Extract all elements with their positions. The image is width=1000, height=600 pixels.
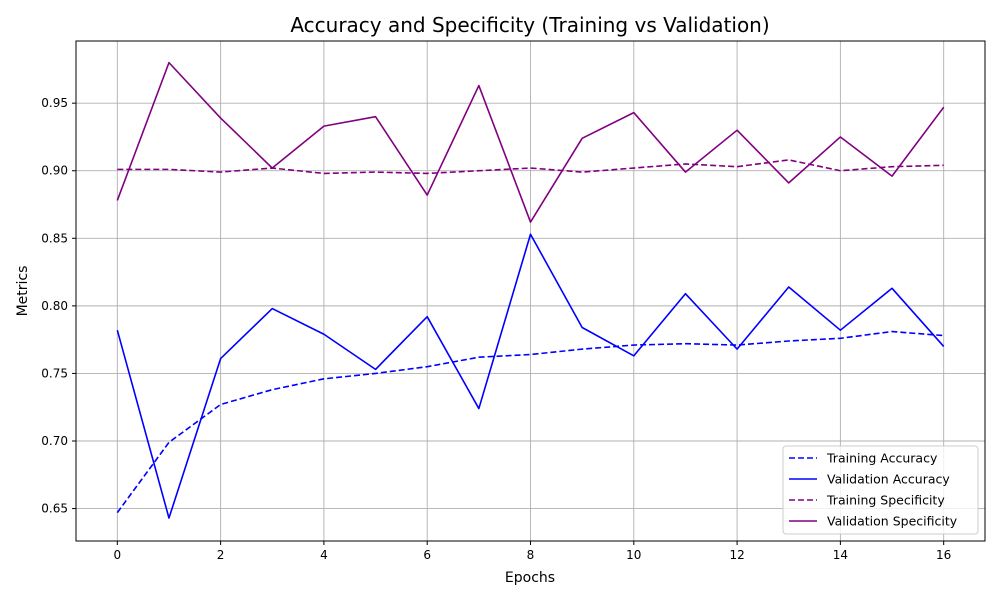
series-layer <box>116 61 945 519</box>
y-tick-label: 0.85 <box>41 231 68 245</box>
y-tick-label: 0.65 <box>41 502 68 516</box>
x-axis-label: Epochs <box>505 570 555 586</box>
x-tick-label: 12 <box>729 548 744 562</box>
x-tick-label: 0 <box>113 548 121 562</box>
chart-title: Accuracy and Specificity (Training vs Va… <box>290 13 769 37</box>
y-tick-label: 0.70 <box>41 434 68 448</box>
legend-label-validation-specificity: Validation Specificity <box>827 514 958 529</box>
y-tick-label: 0.90 <box>41 164 68 178</box>
ticks: 0 2 4 6 8 10 12 14 16 0.65 0.70 0.75 0.80 0.85 0.90 0.9… <box>41 96 951 562</box>
series-line-validation-accuracy <box>116 233 945 519</box>
x-tick-label: 10 <box>626 548 641 562</box>
y-tick-label: 0.95 <box>41 96 68 110</box>
legend-label-validation-accuracy: Validation Accuracy <box>827 472 950 487</box>
y-tick-label: 0.80 <box>41 299 68 313</box>
x-tick-label: 8 <box>527 548 535 562</box>
series-line-validation-specificity <box>116 61 945 223</box>
legend: Training Accuracy Validation Accuracy Trai… <box>782 445 979 535</box>
x-tick-label: 4 <box>320 548 328 562</box>
x-tick-label: 6 <box>423 548 431 562</box>
y-axis-label: Metrics <box>15 266 31 317</box>
x-tick-label: 14 <box>833 548 848 562</box>
legend-box <box>782 445 979 535</box>
x-tick-label: 2 <box>217 548 225 562</box>
series-line-training-accuracy <box>116 330 944 514</box>
legend-label-training-accuracy: Training Accuracy <box>826 451 938 466</box>
x-tick-label: 16 <box>936 548 951 562</box>
legend-label-training-specificity: Training Specificity <box>826 493 945 508</box>
y-tick-label: 0.75 <box>41 366 68 380</box>
series-line-training-specificity <box>117 159 944 175</box>
